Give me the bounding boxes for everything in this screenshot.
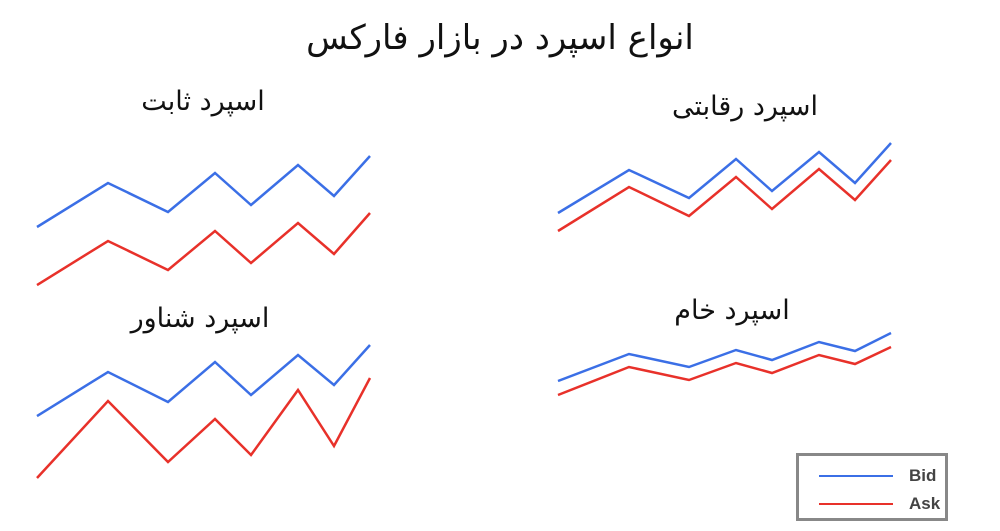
- panel-title-fixed: اسپرد ثابت: [141, 86, 265, 117]
- legend-label-ask: Ask: [909, 494, 941, 513]
- bid-line-swatch: [819, 475, 893, 477]
- floating-ask-line: [36, 377, 372, 479]
- ask-line-swatch: [819, 503, 893, 505]
- panel-title-floating: اسپرد شناور: [130, 303, 270, 334]
- competitive-ask-line: [557, 159, 892, 233]
- panel-title-raw: اسپرد خام: [674, 295, 790, 326]
- legend: Bid Ask: [796, 453, 948, 521]
- panel-title-competitive: اسپرد رقابتی: [671, 91, 819, 122]
- fixed-ask-line: [36, 212, 371, 287]
- diagram-title: انواع اسپرد در بازار فارکس: [306, 18, 694, 58]
- raw-bid-line: [557, 331, 892, 383]
- legend-label-bid: Bid: [909, 466, 937, 485]
- legend-item-ask: Ask: [819, 494, 940, 514]
- raw-ask-line: [557, 345, 892, 397]
- floating-bid-line: [36, 344, 371, 418]
- legend-item-bid: Bid: [819, 466, 936, 486]
- fixed-bid-line: [36, 155, 371, 229]
- competitive-bid-line: [557, 142, 892, 215]
